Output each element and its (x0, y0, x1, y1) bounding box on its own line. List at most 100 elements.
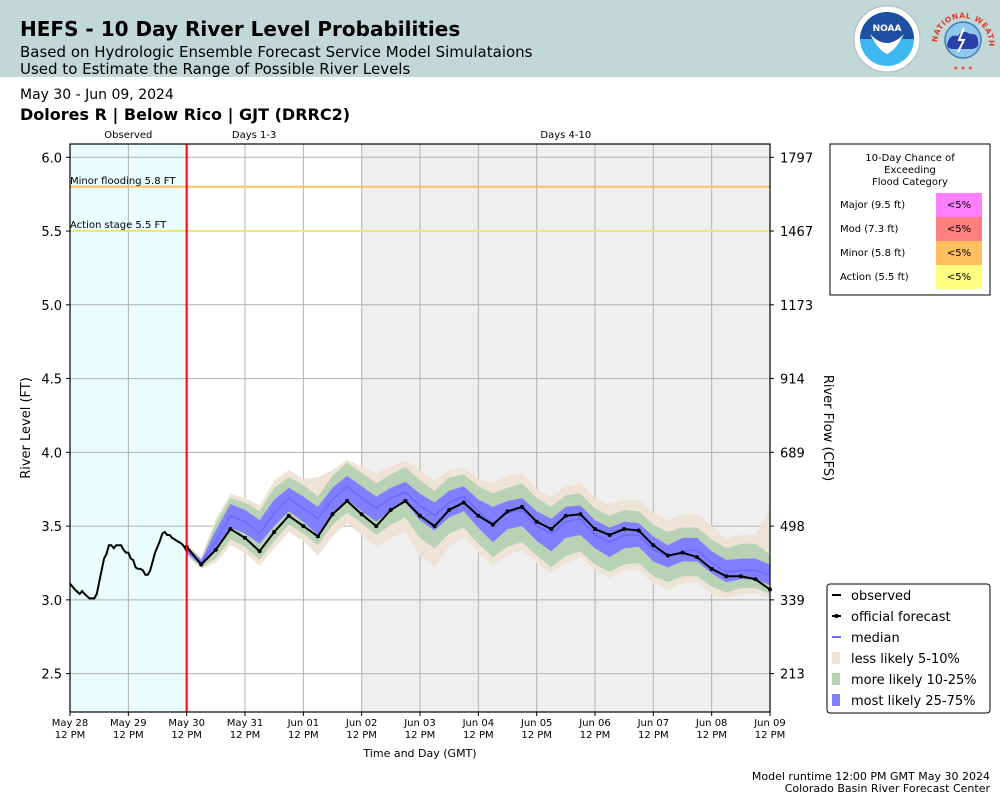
forecast-point (738, 574, 743, 579)
y-right-tick-label: 914 (780, 373, 805, 388)
y-right-tick-label: 498 (780, 520, 805, 535)
flood-row-value: <5% (947, 200, 971, 211)
flood-row-swatch (936, 241, 982, 265)
x-tick-label-date: Jun 06 (578, 718, 611, 729)
y-tick-label: 2.5 (41, 668, 62, 683)
forecast-point (695, 555, 700, 560)
region-days-4-10 (361, 144, 770, 712)
forecast-point (622, 527, 627, 532)
forecast-point (388, 507, 393, 512)
legend-swatch (832, 694, 840, 706)
forecast-point (447, 507, 452, 512)
y-right-tick-label: 339 (780, 594, 805, 609)
noaa-logo-icon: NOAA (853, 5, 921, 73)
x-tick-label-time: 12 PM (405, 730, 436, 741)
flood-category-table: 10-Day Chance of Exceeding Flood Categor… (829, 143, 991, 296)
legend-label: official forecast (851, 610, 951, 625)
forecast-point (476, 513, 481, 518)
nws-logo-icon: NATIONAL WEATHER SERVICE ★ ★ ★ (928, 4, 996, 72)
page-title: HEFS - 10 Day River Level Probabilities (20, 17, 461, 41)
date-range: May 30 - Jun 09, 2024 (20, 87, 174, 103)
forecast-point (257, 549, 262, 554)
observed-line (69, 530, 188, 600)
x-tick-label-date: Jun 07 (637, 718, 670, 729)
x-tick-label-time: 12 PM (463, 730, 494, 741)
x-tick-label-time: 12 PM (230, 730, 261, 741)
page-subtitle-line2: Used to Estimate the Range of Possible R… (20, 60, 411, 78)
x-tick-label-time: 12 PM (55, 730, 86, 741)
y-axis-right-label: River Flow (CFS) (820, 375, 835, 481)
x-tick-label-date: Jun 05 (520, 718, 553, 729)
y-right-tick-label: 1467 (780, 225, 813, 240)
x-tick-label-date: Jun 01 (287, 718, 320, 729)
flood-row-label: Major (9.5 ft) (840, 200, 905, 211)
forecast-point (549, 527, 554, 532)
y-tick-label: 6.0 (41, 151, 62, 166)
chart-legend: observed official forecast median less like… (826, 583, 991, 714)
forecast-point (213, 547, 218, 552)
threshold-label: Action stage 5.5 FT (70, 220, 167, 231)
forecast-point (578, 512, 583, 517)
flood-row-value: <5% (947, 224, 971, 235)
forecast-point (330, 512, 335, 517)
x-tick-label-time: 12 PM (113, 730, 144, 741)
legend-swatch (832, 673, 840, 685)
forecast-point (490, 522, 495, 527)
forecast-point (432, 524, 437, 529)
x-tick-label-time: 12 PM (580, 730, 611, 741)
forecast-point (709, 566, 714, 571)
flood-row-label: Action (5.5 ft) (840, 272, 909, 283)
y-right-tick-label: 689 (780, 446, 805, 461)
y-tick-label: 4.5 (41, 373, 62, 388)
legend-label: observed (851, 589, 911, 604)
band-most-likely (186, 475, 770, 586)
x-tick-label-time: 12 PM (755, 730, 786, 741)
flood-row-swatch (936, 217, 982, 241)
x-tick-label-time: 12 PM (288, 730, 319, 741)
svg-text:★ ★ ★: ★ ★ ★ (953, 65, 973, 72)
flood-row-swatch (936, 265, 982, 289)
forecast-point (286, 513, 291, 518)
x-tick-label-date: May 28 (52, 718, 89, 729)
forecast-point (520, 504, 525, 509)
forecast-point (607, 532, 612, 537)
threshold-label: Minor flooding 5.8 FT (70, 176, 176, 187)
y-tick-label: 3.0 (41, 594, 62, 609)
y-right-tick-label: 1797 (780, 151, 813, 166)
forecast-point (403, 499, 408, 504)
x-tick-label-date: Jun 03 (403, 718, 436, 729)
y-axis-label: River Level (FT) (19, 377, 34, 479)
y-tick-label: 5.5 (41, 225, 62, 240)
forecast-point (534, 519, 539, 524)
forecast-point (665, 553, 670, 558)
x-tick-label-time: 12 PM (638, 730, 669, 741)
x-tick-label-date: Jun 09 (753, 718, 786, 729)
x-axis-label: Time and Day (GMT) (362, 747, 476, 760)
x-tick-label-time: 12 PM (696, 730, 727, 741)
forecast-point (753, 577, 758, 582)
forecast-point (272, 530, 277, 535)
flood-row-value: <5% (947, 272, 971, 283)
y-right-tick-label: 1173 (780, 299, 813, 314)
flood-row-value: <5% (947, 248, 971, 259)
legend-label: most likely 25-75% (851, 694, 975, 709)
header-banner: HEFS - 10 Day River Level Probabilities … (0, 0, 1000, 78)
page-subtitle-line1: Based on Hydrologic Ensemble Forecast Se… (20, 43, 533, 61)
legend-marker (834, 614, 839, 618)
y-right-tick-label: 213 (780, 668, 805, 683)
forecast-point (301, 524, 306, 529)
model-runtime: Model runtime 12:00 PM GMT May 30 2024 (751, 770, 990, 783)
forecast-point (418, 513, 422, 518)
forecast-point (359, 512, 364, 517)
forecast-point (199, 562, 204, 567)
legend-swatch (832, 652, 840, 664)
flood-table-title-3: Flood Category (872, 177, 948, 188)
flood-row-swatch (936, 193, 982, 217)
x-tick-label-time: 12 PM (346, 730, 377, 741)
region-label: Days 4-10 (540, 130, 591, 141)
forecast-point (505, 509, 510, 514)
x-tick-label-date: Jun 04 (462, 718, 495, 729)
flood-table-title-1: 10-Day Chance of (865, 153, 955, 164)
x-tick-label-date: May 31 (227, 718, 264, 729)
